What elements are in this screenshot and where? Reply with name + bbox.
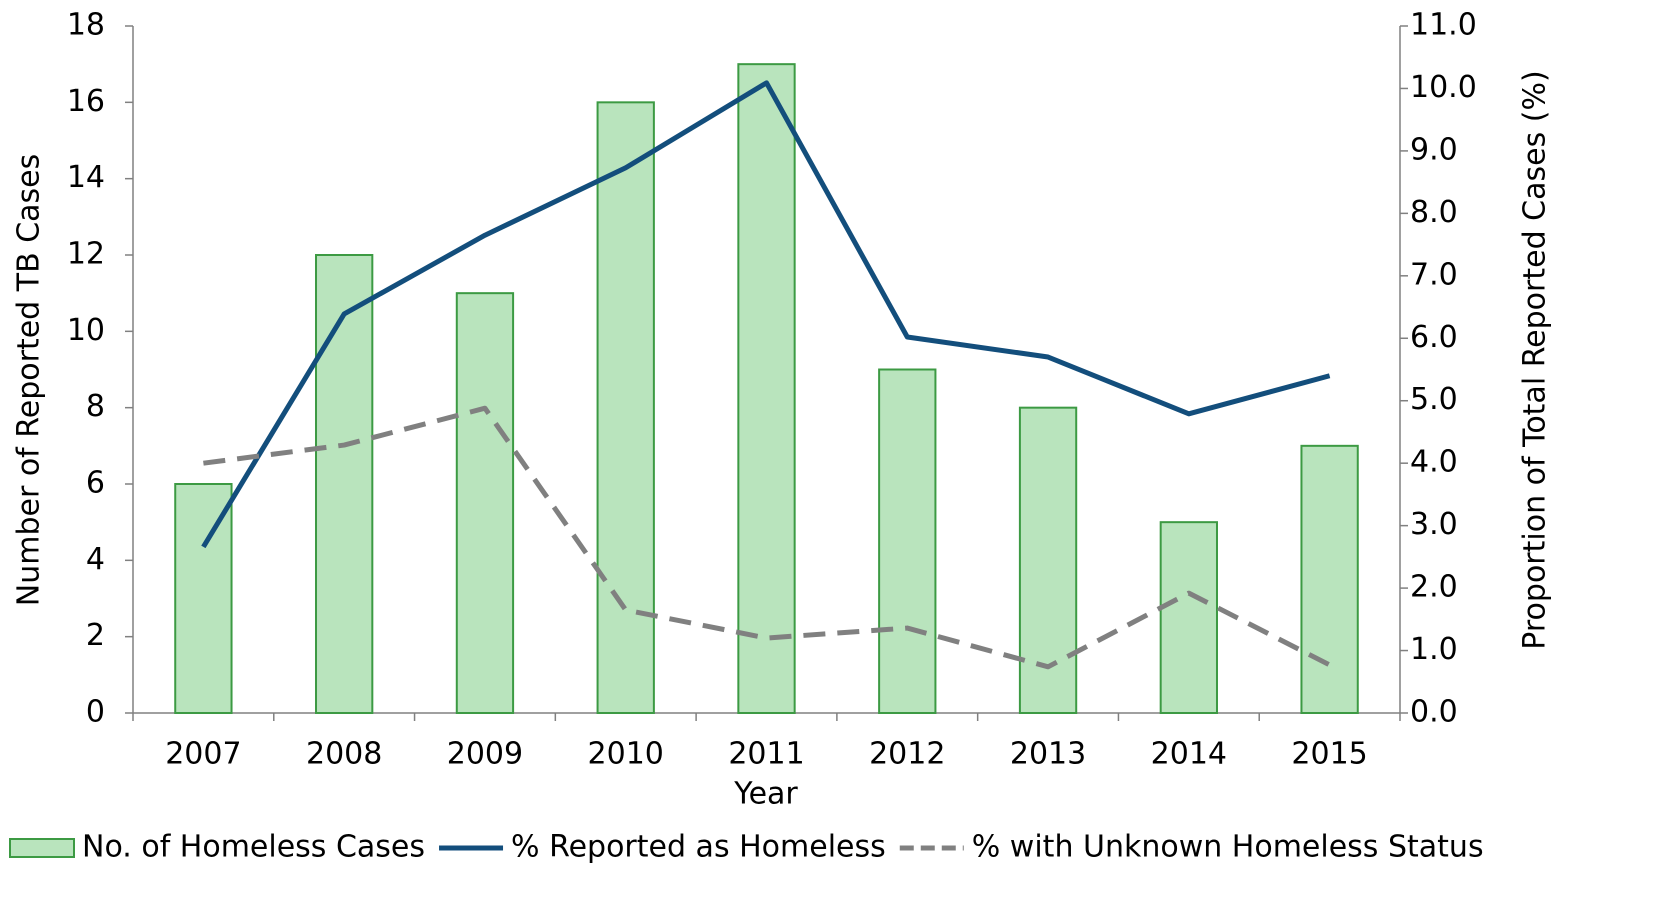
bar <box>1300 444 1359 714</box>
y2-tick-label: 10.0 <box>1410 70 1477 105</box>
bar <box>1159 521 1218 715</box>
y-tick-label: 14 <box>67 160 105 195</box>
y2-tick-label: 4.0 <box>1410 445 1458 480</box>
x-tick-label: 2014 <box>1151 737 1227 772</box>
y2-tick-label: 8.0 <box>1410 195 1458 230</box>
y-tick-label: 4 <box>86 542 105 577</box>
x-axis-title: Year <box>733 777 798 812</box>
y-tick-label: 12 <box>67 237 105 272</box>
x-tick-label: 2008 <box>306 737 382 772</box>
bar <box>737 63 796 714</box>
x-tick-label: 2015 <box>1291 737 1367 772</box>
y2-tick-label: 11.0 <box>1410 8 1477 43</box>
y2-tick-label: 2.0 <box>1410 570 1458 605</box>
y2-tick-label: 1.0 <box>1410 632 1458 667</box>
x-tick-label: 2011 <box>728 737 804 772</box>
x-tick-label: 2013 <box>1010 737 1086 772</box>
legend-label: No. of Homeless Cases <box>82 830 425 865</box>
y2-tick-label: 5.0 <box>1410 382 1458 417</box>
y2-axis-title: Proportion of Total Reported Cases (%) <box>1518 70 1553 649</box>
y2-tick-label: 7.0 <box>1410 257 1458 292</box>
y-tick-label: 2 <box>86 618 105 653</box>
line <box>203 405 1331 670</box>
y-tick-label: 18 <box>67 8 105 43</box>
bar <box>174 483 233 714</box>
x-tick-label: 2007 <box>165 737 241 772</box>
y-tick-label: 8 <box>86 389 105 424</box>
bar <box>878 368 937 714</box>
y2-tick-label: 3.0 <box>1410 507 1458 542</box>
y-tick-label: 10 <box>67 313 105 348</box>
x-tick-label: 2009 <box>447 737 523 772</box>
bar <box>596 101 655 715</box>
y2-tick-label: 9.0 <box>1410 132 1458 167</box>
x-tick-label: 2012 <box>869 737 945 772</box>
bar <box>1018 406 1078 714</box>
legend-swatch <box>9 838 75 858</box>
legend-label: % with Unknown Homeless Status <box>972 830 1484 865</box>
bar <box>315 254 374 714</box>
legend-label: % Reported as Homeless <box>511 830 886 865</box>
x-tick-label: 2010 <box>588 737 664 772</box>
y-tick-label: 6 <box>86 466 105 501</box>
line <box>201 80 1331 549</box>
y2-tick-label: 6.0 <box>1410 320 1458 355</box>
y-tick-label: 0 <box>86 695 105 730</box>
y2-tick-label: 0.0 <box>1410 695 1458 730</box>
y-tick-label: 16 <box>67 84 105 119</box>
y-axis-title: Number of Reported TB Cases <box>12 154 47 606</box>
bar <box>455 292 515 714</box>
